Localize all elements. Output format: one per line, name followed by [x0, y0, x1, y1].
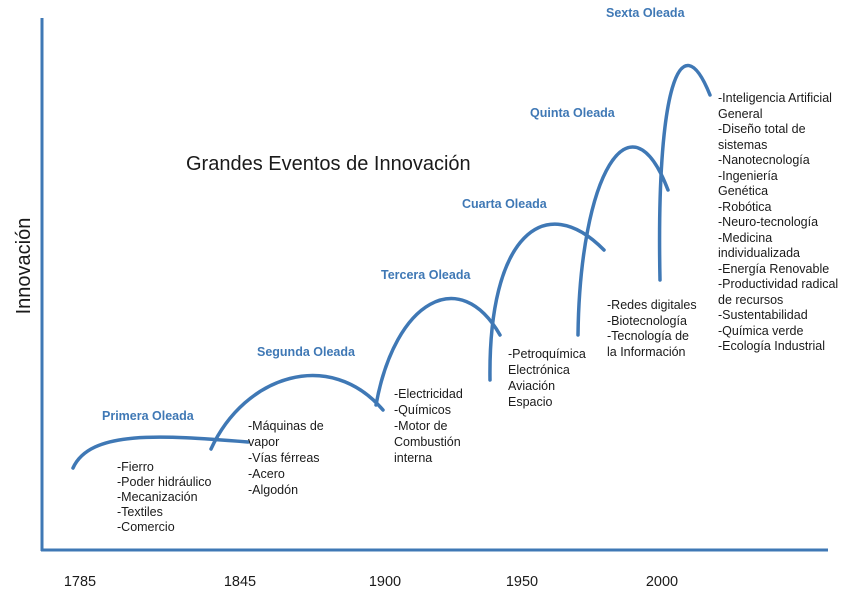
- event-item: -Comercio: [117, 520, 175, 534]
- wave-2-events: -Máquinas de vapor -Vías férreas -Acero …: [248, 418, 338, 498]
- event-item: -Químicos: [394, 403, 451, 417]
- wave-arc-3: [374, 296, 502, 407]
- year-label-2000: 2000: [646, 574, 678, 590]
- event-item: -Petroquímica: [508, 347, 586, 361]
- wave-4-events: -Petroquímica Electrónica Aviación Espac…: [508, 346, 598, 410]
- wave-arc-5: [576, 145, 670, 337]
- event-item: -Máquinas de vapor: [248, 419, 324, 449]
- year-label-1845: 1845: [224, 574, 256, 590]
- event-item: -Poder hidráulico: [117, 475, 212, 489]
- wave-arc-2: [209, 373, 385, 451]
- wave-arc-6: [657, 63, 712, 282]
- event-item: -Acero: [248, 467, 285, 481]
- wave-label-3: Tercera Oleada: [381, 268, 471, 282]
- wave-5-events: -Redes digitales -Biotecnología -Tecnolo…: [607, 298, 699, 360]
- event-item: -Robótica: [718, 199, 772, 214]
- event-item: -Algodón: [248, 483, 299, 497]
- wave-label-1: Primera Oleada: [102, 409, 195, 423]
- wave-label-6: Sexta Oleada: [606, 6, 686, 20]
- event-item: Espacio: [508, 395, 553, 409]
- event-item: -Neuro-tecnología: [718, 215, 819, 229]
- event-item: -Inteligencia Artificial General: [718, 91, 832, 121]
- event-item: -Motor de Combustión interna: [394, 419, 461, 465]
- event-item: -Nanotecnología: [718, 153, 810, 167]
- event-item: Electrónica: [508, 363, 570, 377]
- event-item: -Química verde: [718, 323, 804, 338]
- event-item: -Productividad radical de recursos: [718, 277, 839, 307]
- event-item: -Textiles: [117, 505, 163, 519]
- event-item: -Energía Renovable: [718, 261, 830, 276]
- event-item: -Ecología Industrial: [718, 339, 826, 353]
- year-label-1950: 1950: [506, 574, 538, 590]
- event-item: -Electricidad: [394, 387, 463, 401]
- wave-arc-4: [488, 222, 606, 382]
- event-item: -Diseño total de sistemas: [718, 122, 806, 152]
- year-label-1900: 1900: [369, 574, 401, 590]
- wave-1-events: -Fierro -Poder hidráulico -Mecanización …: [117, 460, 213, 535]
- event-item: -Redes digitales: [607, 298, 697, 312]
- wave-label-4: Cuarta Oleada: [462, 197, 548, 211]
- wave-6-events: -Inteligencia Artificial General -Diseño…: [718, 91, 840, 355]
- year-label-1785: 1785: [64, 574, 96, 590]
- wave-label-5: Quinta Oleada: [530, 106, 616, 120]
- event-item: -Mecanización: [117, 490, 198, 504]
- event-item: Aviación: [508, 379, 556, 393]
- y-axis-label: Innovación: [13, 218, 35, 315]
- event-item: -Medicina individualizada: [718, 230, 801, 261]
- event-item: -Sustentabilidad: [718, 308, 808, 322]
- wave-label-2: Segunda Oleada: [257, 345, 356, 359]
- event-item: -Ingeniería Genética: [718, 168, 778, 199]
- event-item: -Fierro: [117, 460, 154, 474]
- event-item: -Vías férreas: [248, 451, 320, 465]
- event-item: -Biotecnología: [607, 313, 687, 328]
- wave-3-events: -Electricidad -Químicos -Motor de Combus…: [394, 386, 476, 466]
- event-item: -Tecnología de la Información: [607, 329, 690, 359]
- diagram-title: Grandes Eventos de Innovación: [186, 153, 471, 175]
